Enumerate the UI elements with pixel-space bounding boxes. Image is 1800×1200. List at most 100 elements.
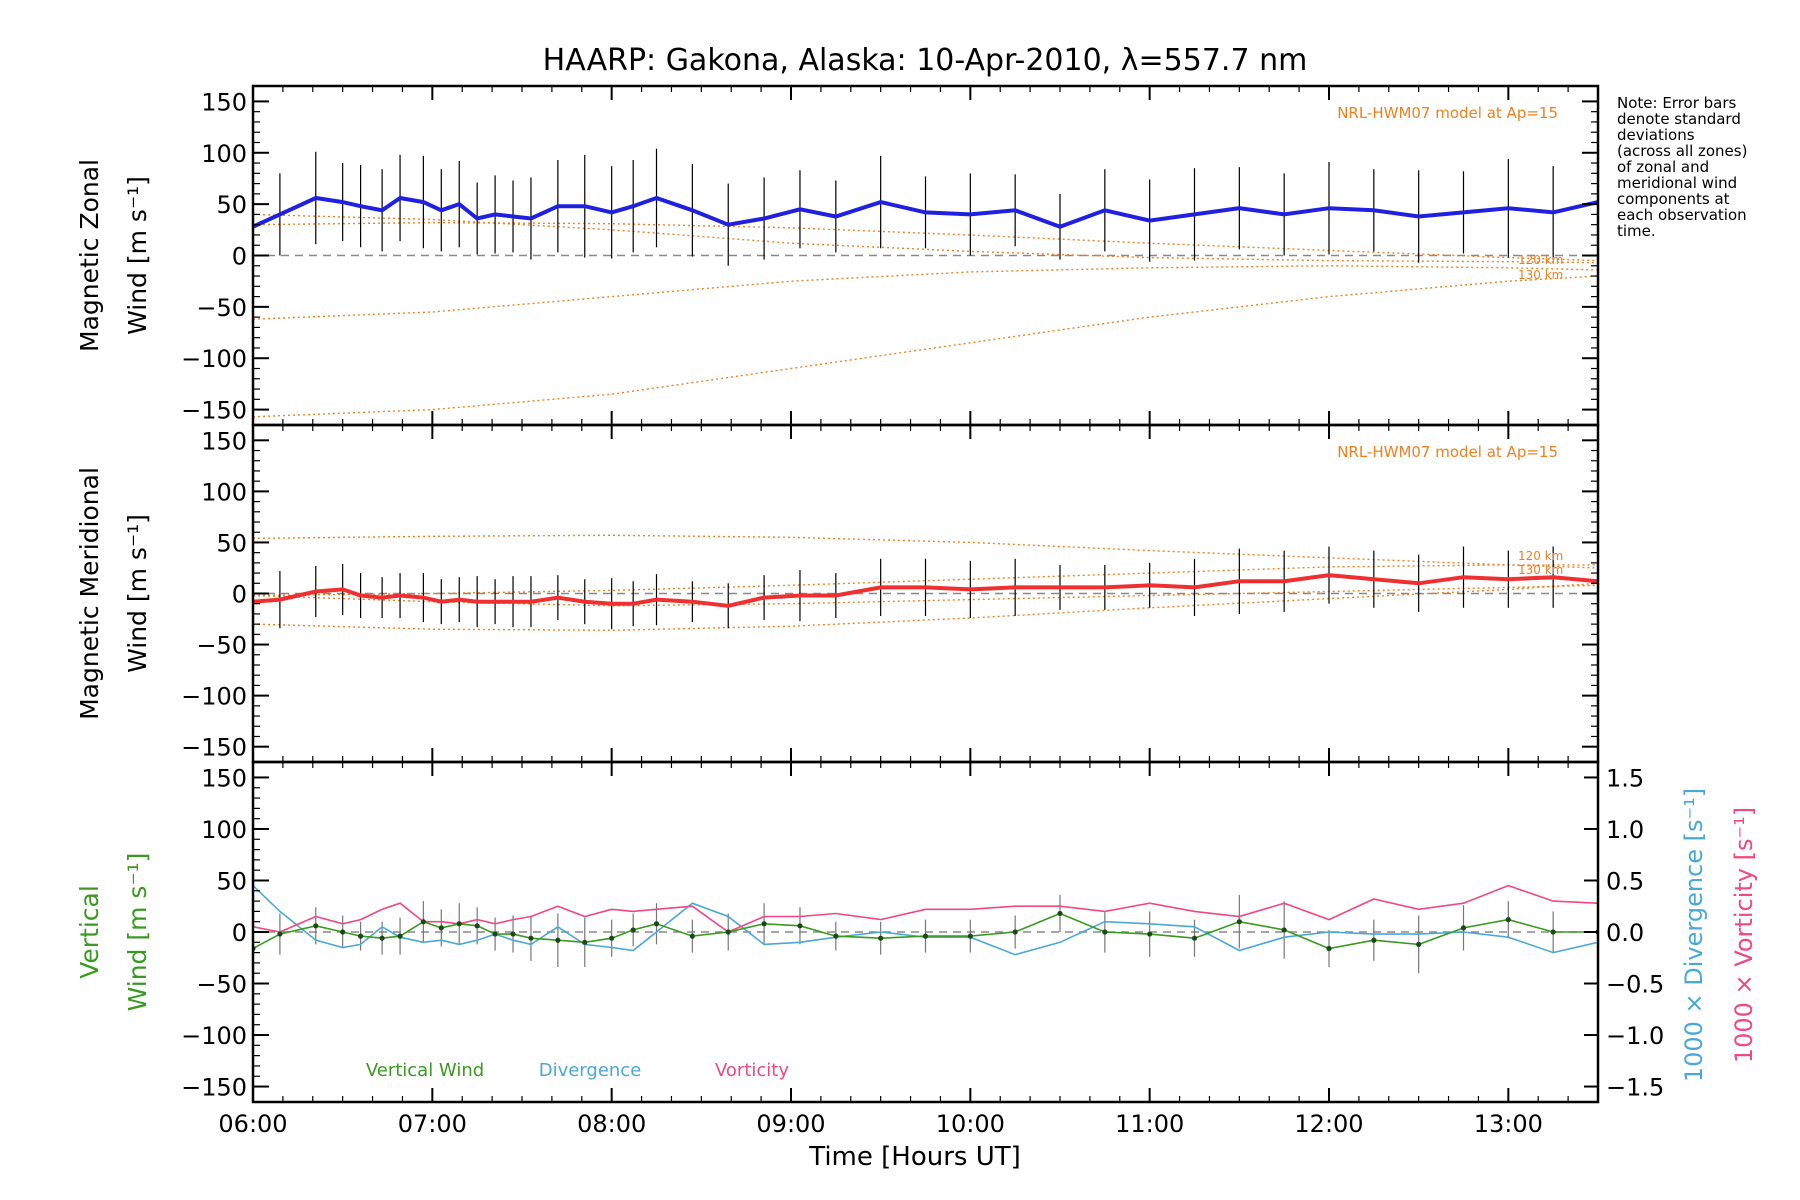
vertical-wind-point bbox=[689, 933, 695, 939]
y-tick-label: −150 bbox=[181, 1074, 247, 1102]
plot-area bbox=[253, 534, 1598, 632]
vertical-wind-point bbox=[609, 935, 615, 941]
model-curve-2 bbox=[253, 213, 1598, 264]
y-tick-label: −100 bbox=[181, 345, 247, 373]
wind-series-line bbox=[253, 573, 1598, 608]
right-tick-label: 1.5 bbox=[1606, 764, 1644, 792]
y-axis-label-line2: Wind [m s⁻¹] bbox=[123, 514, 152, 673]
vertical-wind-point bbox=[1505, 917, 1511, 923]
plot-area bbox=[253, 884, 1598, 974]
model-curve-1 bbox=[253, 534, 1598, 569]
right-tick-label: −0.5 bbox=[1606, 971, 1664, 999]
x-tick-label: 06:00 bbox=[218, 1110, 287, 1138]
vertical-wind-point bbox=[379, 935, 385, 941]
right-tick-label: 0.5 bbox=[1606, 867, 1644, 895]
y-tick-label: 0 bbox=[232, 581, 247, 609]
vertical-wind-point bbox=[1102, 929, 1108, 935]
vertical-wind-point bbox=[1281, 927, 1287, 933]
vertical-wind-point bbox=[878, 935, 884, 941]
y-axis-label-line2: Wind [m s⁻¹] bbox=[123, 176, 152, 335]
note-line: Note: Error bars bbox=[1617, 94, 1737, 112]
right-axis-label-vorticity: 1000 × Vorticity [s⁻¹] bbox=[1730, 807, 1758, 1063]
vertical-wind-point bbox=[528, 935, 534, 941]
model-curve-2 bbox=[253, 564, 1598, 597]
y-tick-label: 0 bbox=[232, 243, 247, 271]
note-line: of zonal and bbox=[1617, 158, 1709, 176]
y-tick-label: 50 bbox=[216, 529, 247, 557]
y-tick-label: 100 bbox=[201, 816, 247, 844]
note-line: each observation bbox=[1617, 206, 1747, 224]
chart-title: HAARP: Gakona, Alaska: 10-Apr-2010, λ=55… bbox=[543, 43, 1308, 78]
vertical-wind-point bbox=[420, 919, 426, 925]
model-curve-4 bbox=[253, 275, 1598, 418]
vertical-wind-point bbox=[277, 931, 283, 937]
y-axis-label-line1: Magnetic Zonal bbox=[75, 159, 104, 352]
model-label: NRL-HWM07 model at Ap=15 bbox=[1337, 443, 1558, 461]
right-tick-label: 0.0 bbox=[1606, 919, 1644, 947]
y-axis-label-line1: Vertical bbox=[75, 885, 104, 979]
y-tick-label: 50 bbox=[216, 191, 247, 219]
y-tick-label: −150 bbox=[181, 734, 247, 762]
vertical-wind-point bbox=[967, 933, 973, 939]
model-alt-label: 130 km bbox=[1518, 268, 1563, 282]
model-curve-4 bbox=[253, 584, 1598, 607]
y-tick-label: −150 bbox=[181, 397, 247, 425]
right-tick-label: 1.0 bbox=[1606, 816, 1644, 844]
right-tick-label: −1.5 bbox=[1606, 1074, 1664, 1102]
y-tick-label: 0 bbox=[232, 919, 247, 947]
right-tick-label: −1.0 bbox=[1606, 1022, 1664, 1050]
x-tick-label: 12:00 bbox=[1294, 1110, 1363, 1138]
legend-item: Vorticity bbox=[715, 1060, 789, 1081]
x-tick-label: 11:00 bbox=[1115, 1110, 1184, 1138]
y-axis-label-line1: Magnetic Meridional bbox=[75, 467, 104, 720]
vertical-wind-point bbox=[653, 921, 660, 927]
model-alt-label: 130 km bbox=[1518, 563, 1563, 577]
right-axis-label-divergence: 1000 × Divergence [s⁻¹] bbox=[1680, 788, 1708, 1082]
vertical-wind-point bbox=[1236, 919, 1242, 925]
legend-item: Vertical Wind bbox=[366, 1060, 484, 1081]
note-line: components at bbox=[1617, 190, 1730, 208]
legend-item: Divergence bbox=[539, 1060, 642, 1081]
vertical-wind-point bbox=[1460, 925, 1467, 931]
y-tick-label: 150 bbox=[201, 88, 247, 116]
vertical-wind-point bbox=[797, 923, 803, 929]
vertical-wind-point bbox=[1191, 935, 1198, 941]
x-tick-labels: 06:00 07:00 08:00 09:00 10:00 11:00 12:00 13:00 bbox=[218, 1110, 1543, 1138]
vertical-wind-point bbox=[725, 929, 731, 935]
model-label: NRL-HWM07 model at Ap=15 bbox=[1337, 104, 1558, 122]
note-line: (across all zones) bbox=[1617, 142, 1747, 160]
vertical-wind-point bbox=[474, 923, 480, 929]
y-tick-label: −50 bbox=[196, 632, 247, 660]
model-alt-label: 120 km bbox=[1518, 253, 1563, 267]
panel-vertical: 1.5 1.0 0.5 0.0 −0.5 −1.0 −1.5 1000 × Divergenc… bbox=[75, 760, 1758, 1104]
y-tick-label: 50 bbox=[216, 867, 247, 895]
model-curve-1 bbox=[253, 221, 1598, 262]
vertical-wind-point bbox=[492, 931, 498, 937]
vertical-wind-point bbox=[1371, 937, 1377, 943]
x-tick-label: 08:00 bbox=[577, 1110, 646, 1138]
y-tick-label: 100 bbox=[201, 140, 247, 168]
x-tick-label: 07:00 bbox=[398, 1110, 467, 1138]
model-alt-label: 120 km bbox=[1518, 549, 1563, 563]
vertical-wind-point bbox=[397, 933, 403, 939]
note-line: deviations bbox=[1617, 126, 1695, 144]
vertical-wind-point bbox=[833, 933, 839, 939]
vertical-wind-point bbox=[438, 925, 444, 931]
vertical-wind-point bbox=[510, 931, 516, 937]
x-tick-label: 09:00 bbox=[756, 1110, 825, 1138]
vertical-wind-point bbox=[761, 921, 767, 927]
vertical-wind-point bbox=[922, 933, 929, 939]
vertical-wind-point bbox=[340, 929, 346, 935]
y-tick-label: 150 bbox=[201, 764, 247, 792]
y-tick-label: −100 bbox=[181, 683, 247, 711]
x-tick-label: 10:00 bbox=[936, 1110, 1005, 1138]
y-tick-label: −50 bbox=[196, 294, 247, 322]
vertical-wind-point bbox=[358, 933, 364, 939]
plot-area bbox=[253, 145, 1598, 418]
y-tick-label: 100 bbox=[201, 478, 247, 506]
note-line: denote standard bbox=[1617, 110, 1741, 128]
y-axis-label-line2: Wind [m s⁻¹] bbox=[123, 853, 152, 1012]
